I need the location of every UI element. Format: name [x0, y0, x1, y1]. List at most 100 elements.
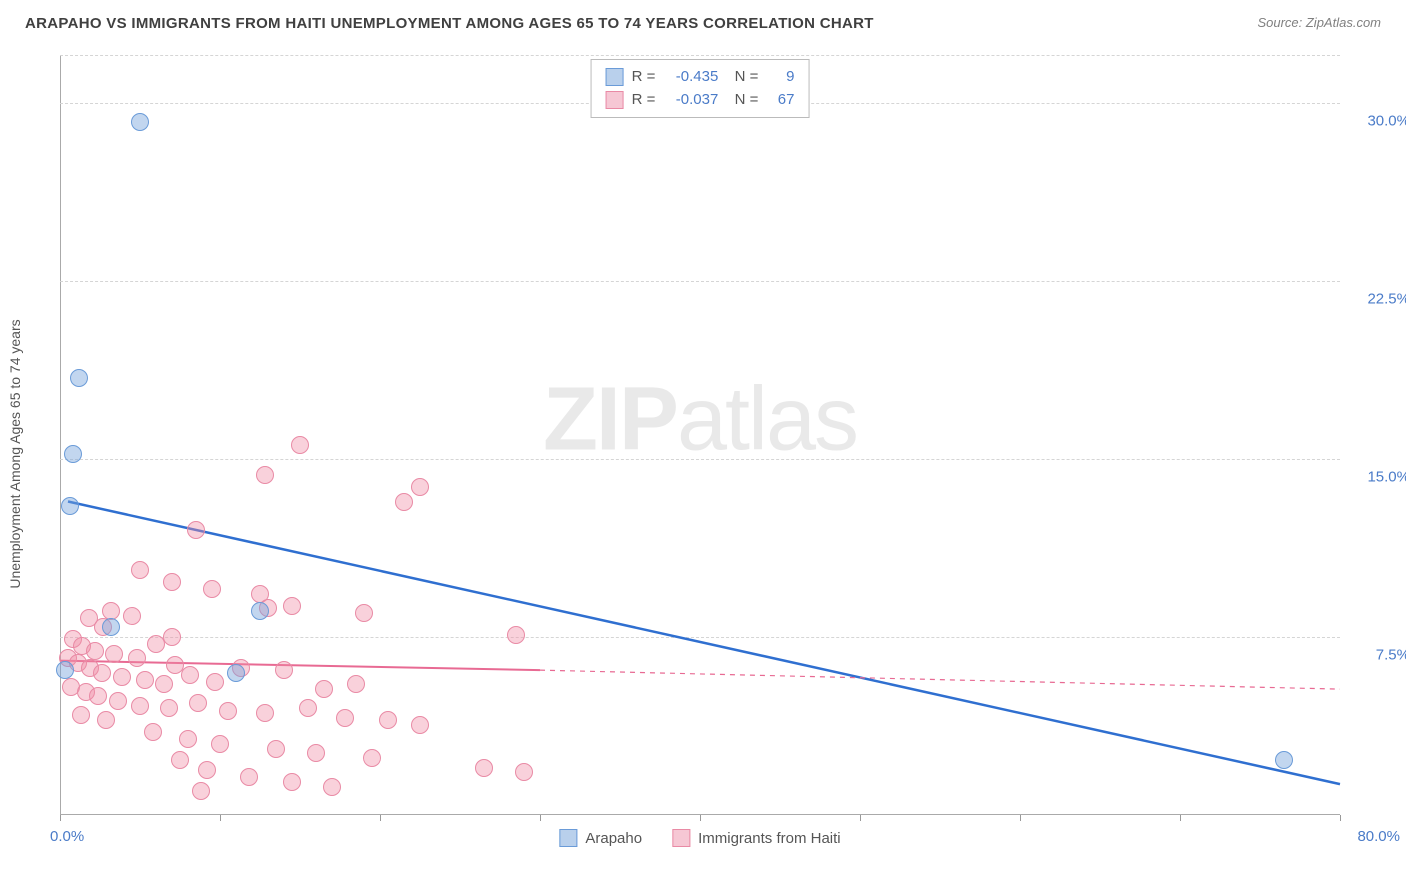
data-point-haiti [72, 706, 90, 724]
x-tick [220, 815, 221, 821]
data-point-haiti [256, 466, 274, 484]
data-point-haiti [163, 628, 181, 646]
data-point-haiti [363, 749, 381, 767]
data-point-arapaho [251, 602, 269, 620]
chart-container: ARAPAHO VS IMMIGRANTS FROM HAITI UNEMPLO… [0, 0, 1406, 892]
y-tick-label: 22.5% [1350, 290, 1406, 307]
x-tick [860, 815, 861, 821]
trend-line-arapaho [68, 502, 1340, 785]
data-point-haiti [206, 673, 224, 691]
data-point-arapaho [61, 497, 79, 515]
trend-lines [60, 55, 1340, 815]
data-point-haiti [347, 675, 365, 693]
data-point-haiti [315, 680, 333, 698]
stat-row-arapaho: R = -0.435 N = 9 [606, 66, 795, 89]
data-point-haiti [240, 768, 258, 786]
data-point-haiti [203, 580, 221, 598]
data-point-haiti [299, 699, 317, 717]
data-point-arapaho [1275, 751, 1293, 769]
data-point-haiti [192, 782, 210, 800]
swatch-haiti-icon [672, 829, 690, 847]
data-point-haiti [283, 773, 301, 791]
data-point-haiti [136, 671, 154, 689]
data-point-haiti [144, 723, 162, 741]
correlation-stats-box: R = -0.435 N = 9 R = -0.037 N = 67 [591, 59, 810, 118]
data-point-haiti [507, 626, 525, 644]
x-tick [1020, 815, 1021, 821]
r-label: R = [632, 89, 656, 112]
data-point-arapaho [64, 445, 82, 463]
n-label: N = [726, 89, 758, 112]
data-point-haiti [97, 711, 115, 729]
source-credit: Source: ZipAtlas.com [1257, 15, 1381, 30]
x-tick [1180, 815, 1181, 821]
data-point-haiti [181, 666, 199, 684]
legend-item-arapaho: Arapaho [559, 829, 642, 847]
data-point-haiti [336, 709, 354, 727]
data-point-haiti [219, 702, 237, 720]
data-point-haiti [160, 699, 178, 717]
data-point-haiti [275, 661, 293, 679]
x-min-label: 0.0% [50, 828, 84, 845]
y-axis-label: Unemployment Among Ages 65 to 74 years [7, 319, 23, 588]
swatch-arapaho-icon [559, 829, 577, 847]
data-point-haiti [105, 645, 123, 663]
data-point-haiti [291, 436, 309, 454]
data-point-haiti [89, 687, 107, 705]
data-point-haiti [379, 711, 397, 729]
legend-item-haiti: Immigrants from Haiti [672, 829, 841, 847]
plot-area: 7.5%15.0%22.5%30.0% ZIPatlas R = -0.435 … [60, 55, 1340, 815]
x-tick [380, 815, 381, 821]
data-point-haiti [171, 751, 189, 769]
x-tick [540, 815, 541, 821]
chart-title: ARAPAHO VS IMMIGRANTS FROM HAITI UNEMPLO… [25, 15, 874, 32]
stat-row-haiti: R = -0.037 N = 67 [606, 89, 795, 112]
data-point-haiti [187, 521, 205, 539]
n-label: N = [726, 66, 758, 89]
data-point-haiti [411, 478, 429, 496]
data-point-haiti [411, 716, 429, 734]
x-tick [1340, 815, 1341, 821]
n-value-haiti: 67 [766, 89, 794, 112]
x-tick [60, 815, 61, 821]
swatch-haiti [606, 91, 624, 109]
data-point-haiti [131, 561, 149, 579]
y-tick-label: 15.0% [1350, 468, 1406, 485]
data-point-haiti [307, 744, 325, 762]
data-point-haiti [283, 597, 301, 615]
data-point-haiti [86, 642, 104, 660]
data-point-haiti [323, 778, 341, 796]
data-point-haiti [163, 573, 181, 591]
data-point-haiti [395, 493, 413, 511]
data-point-haiti [189, 694, 207, 712]
data-point-arapaho [227, 664, 245, 682]
r-label: R = [632, 66, 656, 89]
x-tick [700, 815, 701, 821]
data-point-haiti [128, 649, 146, 667]
data-point-haiti [109, 692, 127, 710]
data-point-haiti [123, 607, 141, 625]
data-point-haiti [131, 697, 149, 715]
r-value-arapaho: -0.435 [663, 66, 718, 89]
legend-label-haiti: Immigrants from Haiti [698, 830, 841, 847]
trend-line-extrapolated-haiti [540, 670, 1340, 689]
data-point-arapaho [131, 113, 149, 131]
swatch-arapaho [606, 68, 624, 86]
data-point-haiti [198, 761, 216, 779]
data-point-arapaho [70, 369, 88, 387]
data-point-arapaho [102, 618, 120, 636]
data-point-haiti [211, 735, 229, 753]
y-tick-label: 30.0% [1350, 112, 1406, 129]
data-point-haiti [179, 730, 197, 748]
data-point-haiti [475, 759, 493, 777]
data-point-arapaho [56, 661, 74, 679]
legend-label-arapaho: Arapaho [585, 830, 642, 847]
x-max-label: 80.0% [1357, 828, 1400, 845]
n-value-arapaho: 9 [766, 66, 794, 89]
data-point-haiti [267, 740, 285, 758]
legend: Arapaho Immigrants from Haiti [559, 829, 840, 847]
data-point-haiti [256, 704, 274, 722]
data-point-haiti [113, 668, 131, 686]
header: ARAPAHO VS IMMIGRANTS FROM HAITI UNEMPLO… [0, 0, 1406, 37]
r-value-haiti: -0.037 [663, 89, 718, 112]
